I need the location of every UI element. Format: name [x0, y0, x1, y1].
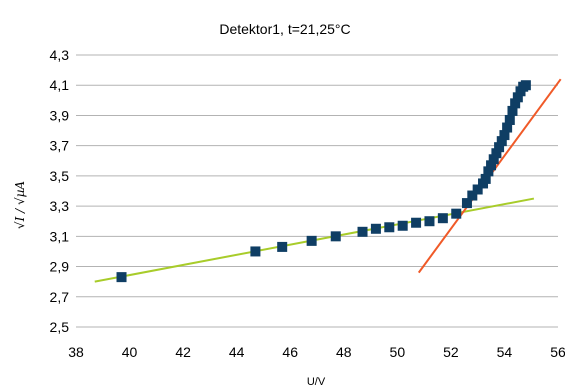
x-tick-label: 54	[497, 344, 513, 360]
data-point	[486, 160, 497, 171]
data-point	[411, 217, 422, 228]
y-tick-label: 2,7	[50, 289, 70, 305]
data-point	[467, 190, 478, 201]
data-point	[496, 136, 507, 147]
data-point	[507, 105, 518, 116]
x-axis-title: U/V	[307, 376, 326, 388]
data-point	[461, 198, 472, 209]
y-tick-labels: 2,5 2,7 2,9 3,1 3,3 3,5 3,7 3,9 4,1 4,3	[50, 47, 70, 335]
gridlines	[76, 54, 558, 298]
x-tick-label: 40	[122, 344, 138, 360]
y-axis-title: √I / √µA	[13, 181, 27, 230]
data-point	[277, 241, 288, 252]
data-point	[491, 148, 502, 159]
y-tick-label: 3,9	[50, 107, 70, 123]
y-tick-label: 3,1	[50, 228, 70, 244]
x-tick-label: 48	[336, 344, 352, 360]
y-tick-label: 2,9	[50, 259, 70, 275]
y-tick-label: 3,3	[50, 198, 70, 214]
x-tick-labels: 38 40 42 44 46 48 50 52 54 56	[68, 344, 565, 360]
data-points	[116, 80, 531, 283]
data-point	[306, 235, 317, 246]
data-point	[483, 166, 494, 177]
data-point	[357, 226, 368, 237]
y-tick-label: 4,3	[50, 47, 70, 63]
data-point	[512, 92, 523, 103]
data-point	[424, 216, 435, 227]
x-tick-label: 46	[282, 344, 298, 360]
data-point	[499, 130, 510, 141]
data-point	[480, 173, 491, 184]
data-point	[397, 220, 408, 231]
data-point	[520, 80, 531, 91]
data-point	[116, 272, 127, 283]
data-point	[451, 208, 462, 219]
x-tick-label: 42	[175, 344, 191, 360]
x-tick-label: 38	[68, 344, 84, 360]
fit-lines	[94, 78, 562, 283]
y-tick-label: 3,5	[50, 168, 70, 184]
y-tick-label: 2,5	[50, 319, 70, 335]
data-point	[502, 122, 513, 133]
data-point	[504, 114, 515, 125]
data-point	[510, 98, 521, 109]
y-tick-label: 3,7	[50, 138, 70, 154]
y-tick-label: 4,1	[50, 77, 70, 93]
chart-title: Detektor1, t=21,25°C	[219, 21, 350, 37]
data-point	[330, 231, 341, 242]
x-tick-label: 56	[550, 344, 565, 360]
x-tick-label: 52	[443, 344, 459, 360]
data-point	[472, 184, 483, 195]
data-point	[384, 222, 395, 233]
data-point	[437, 213, 448, 224]
data-point	[250, 246, 261, 257]
data-point	[488, 154, 499, 165]
data-point	[370, 223, 381, 234]
data-point	[494, 142, 505, 153]
x-tick-label: 44	[229, 344, 245, 360]
x-tick-label: 50	[390, 344, 406, 360]
